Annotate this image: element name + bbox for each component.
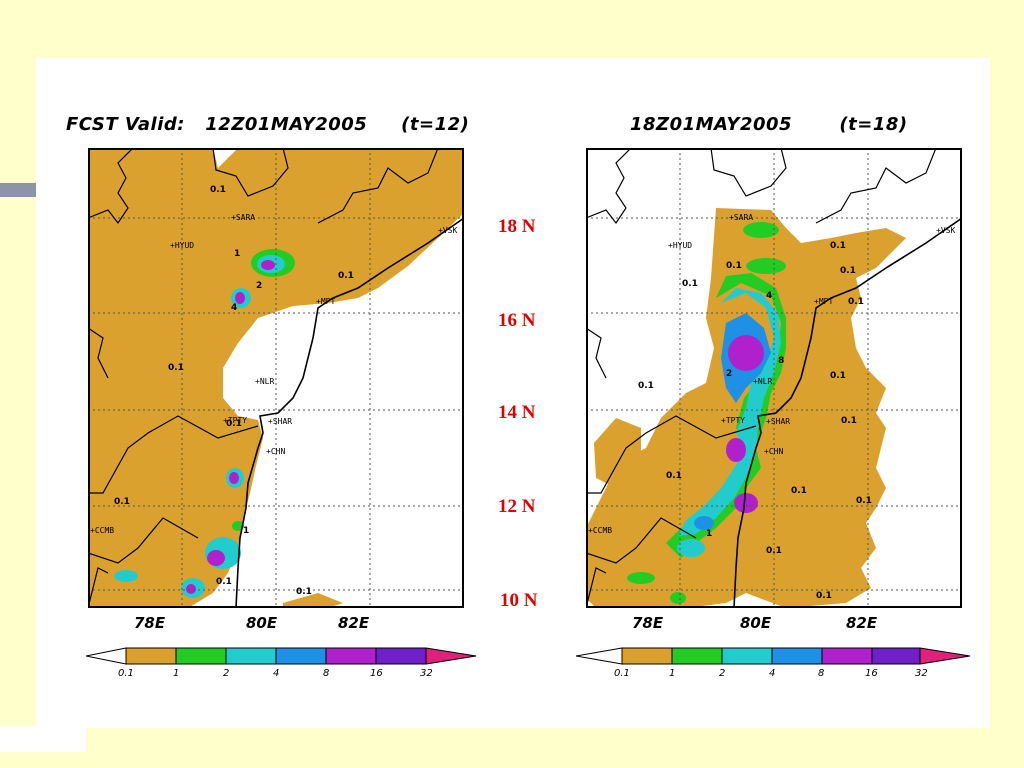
right-contour-label: 0.1 (856, 496, 872, 506)
slide-decoration-bar (0, 183, 36, 197)
right-contour-label: 1 (706, 529, 712, 539)
left-station-vsk: +VSK (438, 226, 457, 235)
left-cb-label: 1 (173, 668, 180, 679)
lat-label-10n: 10 N (500, 590, 538, 611)
right-contour-label: 0.1 (841, 416, 857, 426)
right-cb-label: 32 (915, 668, 928, 679)
right-station-tpty: +TPTY (721, 416, 745, 425)
right-cb-label: 0.1 (614, 668, 630, 679)
right-contour-label: 0.1 (848, 297, 864, 307)
left-grid (88, 148, 464, 608)
left-tick-78e: 78E (134, 614, 166, 632)
left-station-tpty: +TPTY (223, 416, 247, 425)
right-contour-label: 2 (726, 369, 732, 379)
left-tick-82e: 82E (338, 614, 370, 632)
right-contour-label: 0.1 (816, 591, 832, 601)
lat-label-16n: 16 N (498, 310, 536, 331)
right-contour-label: 0.1 (726, 261, 742, 271)
right-grid (586, 148, 962, 608)
right-tick-78e: 78E (632, 614, 664, 632)
right-station-ccmb: +CCMB (588, 526, 612, 535)
left-contour-label: 0.1 (226, 419, 242, 429)
slide-corner-patch (0, 726, 86, 752)
right-cb-label: 16 (865, 668, 878, 679)
left-station-mpt: +MPT (316, 297, 335, 306)
right-cb-label: 2 (719, 668, 726, 679)
right-contour-label: 0.1 (666, 471, 682, 481)
right-panel-title: 18Z01MAY2005 (t=18) (630, 114, 908, 135)
right-station-mpt: +MPT (814, 297, 833, 306)
right-contour-label: 0.1 (830, 371, 846, 381)
right-cb-label: 4 (769, 668, 776, 679)
left-panel-title: FCST Valid: 12Z01MAY2005 (t=12) (66, 114, 470, 135)
right-contour-label: 4 (766, 291, 772, 301)
left-contour-label: 0.1 (296, 587, 312, 597)
right-contour-label: 0.1 (766, 546, 782, 556)
right-contour-label: 0.1 (638, 381, 654, 391)
left-station-nlr: +NLR (255, 377, 274, 386)
left-contour-label: 0.1 (210, 185, 226, 195)
right-contour-label: 8 (778, 356, 784, 366)
right-station-sara: +SARA (729, 213, 753, 222)
right-station-nlr: +NLR (753, 377, 772, 386)
right-tick-82e: 82E (846, 614, 878, 632)
right-station-shar: +SHAR (766, 417, 790, 426)
left-cb-label: 8 (323, 668, 330, 679)
left-cb-label: 0.1 (118, 668, 134, 679)
left-cb-label: 16 (370, 668, 383, 679)
right-station-chn: +CHN (764, 447, 783, 456)
left-heavy-cells (114, 249, 295, 598)
right-contour-label: 0.1 (830, 241, 846, 251)
right-rainfall-map: +HYUD +SARA +MPT +NLR +TPTY +SHAR +CHN +… (586, 148, 962, 608)
left-station-sara: +SARA (231, 213, 255, 222)
right-contour-label: 0.1 (791, 486, 807, 496)
right-contour-label: 0.1 (840, 266, 856, 276)
left-cb-label: 32 (420, 668, 433, 679)
left-rainfall-map: +HYUD +SARA +MPT +NLR +TPTY +SHAR +CHN +… (88, 148, 464, 608)
left-contour-label: 2 (256, 281, 262, 291)
left-colorbar (86, 647, 477, 665)
left-cb-label: 2 (223, 668, 230, 679)
left-station-chn: +CHN (266, 447, 285, 456)
left-contour-label: 1 (234, 249, 240, 259)
right-colorbar (576, 647, 971, 665)
lat-label-18n: 18 N (498, 216, 536, 237)
right-contour-label: 0.1 (682, 279, 698, 289)
right-station-vsk: +VSK (936, 226, 955, 235)
right-cb-label: 1 (669, 668, 676, 679)
left-contour-label: 0.1 (338, 271, 354, 281)
left-contour-label: 1 (243, 526, 249, 536)
left-contour-label: 0.1 (216, 577, 232, 587)
left-contour-label: 0.1 (114, 497, 130, 507)
left-tick-80e: 80E (246, 614, 278, 632)
right-heavy-cells (627, 222, 786, 604)
lat-label-14n: 14 N (498, 402, 536, 423)
left-cb-label: 4 (273, 668, 280, 679)
figure-paper: FCST Valid: 12Z01MAY2005 (t=12) 18Z01MAY… (36, 58, 990, 728)
left-station-ccmb: +CCMB (90, 526, 114, 535)
right-station-hyud: +HYUD (668, 241, 692, 250)
right-tick-80e: 80E (740, 614, 772, 632)
left-contour-label: 0.1 (168, 363, 184, 373)
left-contour-label: 4 (231, 303, 237, 313)
lat-label-12n: 12 N (498, 496, 536, 517)
right-cb-label: 8 (818, 668, 825, 679)
left-station-hyud: +HYUD (170, 241, 194, 250)
left-station-shar: +SHAR (268, 417, 292, 426)
